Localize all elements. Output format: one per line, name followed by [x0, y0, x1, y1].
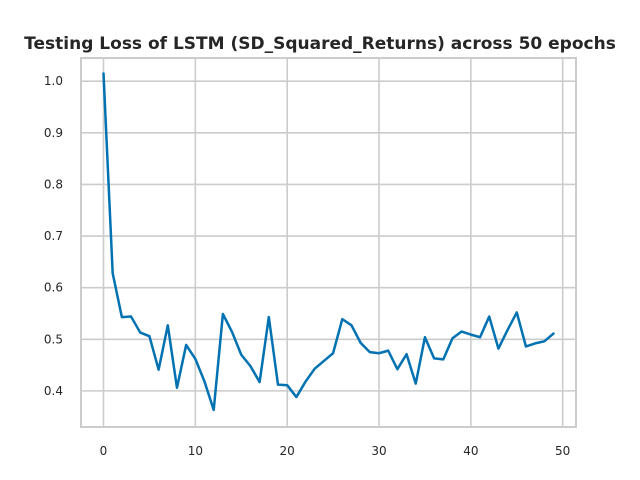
y-tick-label: 1.0 — [44, 74, 63, 88]
tick-labels: 0 10 20 30 40 50 0.4 0.5 0.6 0.7 0.8 0.9 1.0 — [44, 74, 570, 458]
grid-lines — [81, 58, 576, 427]
chart-title: Testing Loss of LSTM (SD_Squared_Returns… — [24, 34, 616, 54]
plot-area-frame — [80, 57, 577, 428]
x-tick-label: 10 — [188, 444, 203, 458]
y-tick-label: 0.8 — [44, 177, 63, 191]
x-tick-label: 30 — [371, 444, 386, 458]
y-tick-label: 0.6 — [44, 281, 63, 295]
x-tick-label: 50 — [555, 444, 570, 458]
x-tick-label: 20 — [280, 444, 295, 458]
series-layer — [102, 72, 555, 412]
y-tick-label: 0.4 — [44, 384, 63, 398]
y-tick-label: 0.7 — [44, 229, 63, 243]
loss-series-line — [102, 72, 555, 412]
y-tick-label: 0.5 — [44, 332, 63, 346]
x-tick-label: 0 — [100, 444, 108, 458]
y-tick-label: 0.9 — [44, 126, 63, 140]
x-tick-label: 40 — [463, 444, 478, 458]
